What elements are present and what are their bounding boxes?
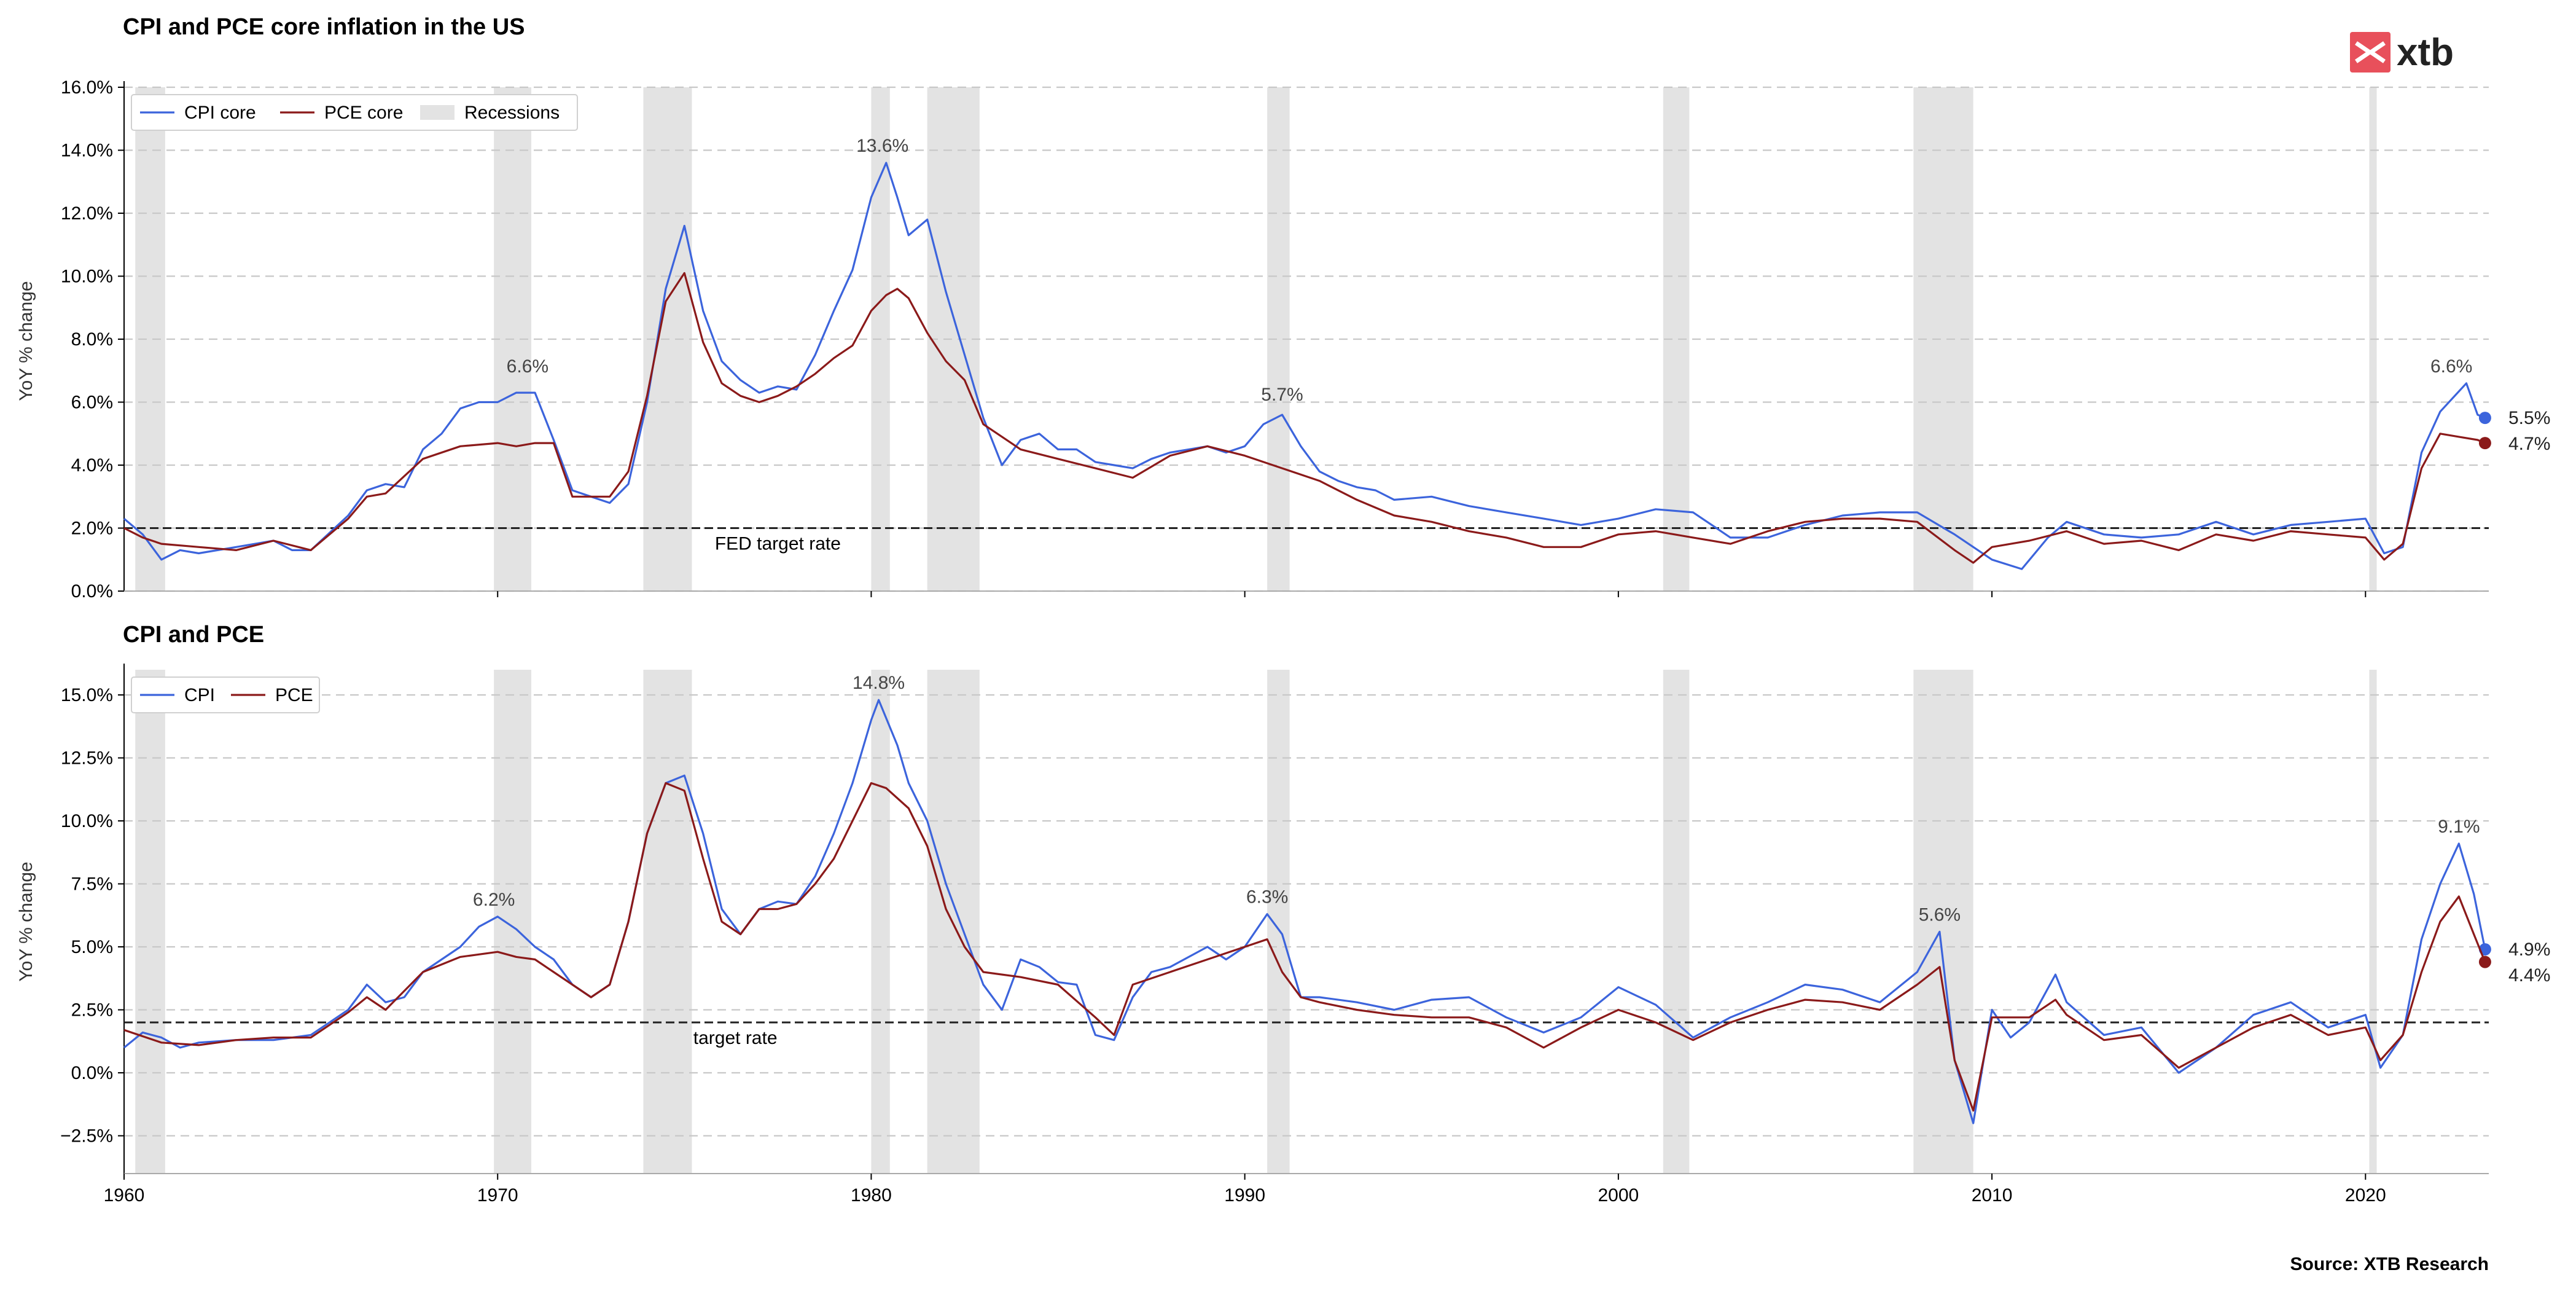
peak-annotation: 6.2%: [473, 890, 515, 910]
x-tick-label: 1980: [851, 1185, 892, 1206]
series-end-label: 4.7%: [2508, 434, 2550, 454]
x-tick-label: 2020: [2345, 1185, 2386, 1206]
panel-core: 0.0% 2.0% 4.0% 6.0% 8.0% 10.0% 12.0% 14.0% 16.0%…: [61, 77, 2550, 602]
y-tick-label: 4.0%: [71, 455, 113, 476]
x-tick-label: 1970: [477, 1185, 518, 1206]
y-tick-label: 6.0%: [71, 393, 113, 413]
series-end-label: 4.9%: [2508, 939, 2550, 960]
y-tick-label: −2.5%: [60, 1126, 113, 1147]
peak-annotation: 6.6%: [507, 356, 548, 377]
y-axis-label-headline: YoY % change: [16, 861, 36, 981]
series-end-dot-pce: [2478, 955, 2491, 968]
panel-title-headline: CPI and PCE: [123, 622, 264, 648]
y-axis-label-core: YoY % change: [16, 281, 36, 401]
legend-label: Recessions: [464, 103, 560, 123]
series-line-cpi-core: [123, 162, 2486, 570]
legend-label: PCE core: [324, 103, 403, 123]
y-tick-label: 2.5%: [71, 1000, 113, 1021]
legend: CPI PCE: [131, 676, 320, 713]
peak-annotation: 9.1%: [2438, 817, 2480, 837]
legend-label: CPI: [184, 685, 215, 705]
series-end-dot-pce-core: [2478, 437, 2491, 450]
series-end-label: 5.5%: [2508, 408, 2550, 428]
y-tick-label: 7.5%: [71, 874, 113, 895]
recession-band: [643, 670, 692, 1174]
legend-label: PCE: [275, 685, 313, 705]
legend: CPI core PCE core Recessions: [131, 94, 578, 131]
series-end-dot-cpi-core: [2478, 412, 2491, 425]
series-line-pce-core: [123, 272, 2486, 564]
xtb-logo: xtb: [2350, 31, 2454, 74]
x-tick-label: 1960: [104, 1185, 145, 1206]
y-tick-label: 0.0%: [71, 581, 113, 602]
y-tick-label: 16.0%: [61, 77, 113, 98]
recession-band: [2369, 670, 2377, 1174]
legend-box: [131, 676, 320, 713]
recession-band: [494, 670, 531, 1174]
x-tick-label: 2000: [1598, 1185, 1639, 1206]
x-tick-label: 1990: [1224, 1185, 1265, 1206]
y-tick-label: 12.0%: [61, 203, 113, 224]
panel-title-core: CPI and PCE core inflation in the US: [123, 14, 525, 40]
logo-wordmark: xtb: [2397, 31, 2454, 74]
recession-band: [1663, 670, 1690, 1174]
peak-annotation: 5.6%: [1919, 904, 1961, 925]
series-end-label: 4.4%: [2508, 965, 2550, 986]
logo-cross-icon: [2355, 41, 2386, 63]
peak-annotation: 6.3%: [1246, 887, 1288, 908]
panel-headline: −2.5% 0.0% 2.5% 5.0% 7.5% 10.0% 12.5% 15.0% 1960…: [60, 664, 2550, 1206]
y-tick-label: 14.0%: [61, 141, 113, 161]
y-tick-label: 2.0%: [71, 519, 113, 539]
x-tick-label: 2010: [1972, 1185, 2013, 1206]
recession-band: [927, 670, 980, 1174]
y-tick-label: 10.0%: [61, 267, 113, 287]
peak-annotation: 14.8%: [853, 673, 905, 693]
legend-label: CPI core: [184, 103, 256, 123]
series-line-cpi: [123, 699, 2486, 1124]
recession-band: [135, 670, 165, 1174]
y-tick-label: 12.5%: [61, 748, 113, 769]
peak-annotation: 6.6%: [2430, 356, 2472, 377]
peak-annotation: 5.7%: [1261, 385, 1303, 405]
recession-band: [1267, 670, 1290, 1174]
y-tick-label: 8.0%: [71, 329, 113, 350]
legend-box: [131, 94, 578, 131]
y-tick-label: 15.0%: [61, 685, 113, 705]
y-tick-label: 5.0%: [71, 937, 113, 957]
peak-annotation: 13.6%: [856, 136, 908, 156]
source-note: Source: XTB Research: [2290, 1254, 2489, 1274]
y-tick-label: 0.0%: [71, 1063, 113, 1083]
recession-band: [871, 670, 890, 1174]
y-tick-label: 10.0%: [61, 811, 113, 831]
series-line-pce: [123, 782, 2486, 1112]
legend-swatch-recession: [420, 105, 455, 120]
fed-target-label-core: FED target rate: [715, 534, 841, 554]
